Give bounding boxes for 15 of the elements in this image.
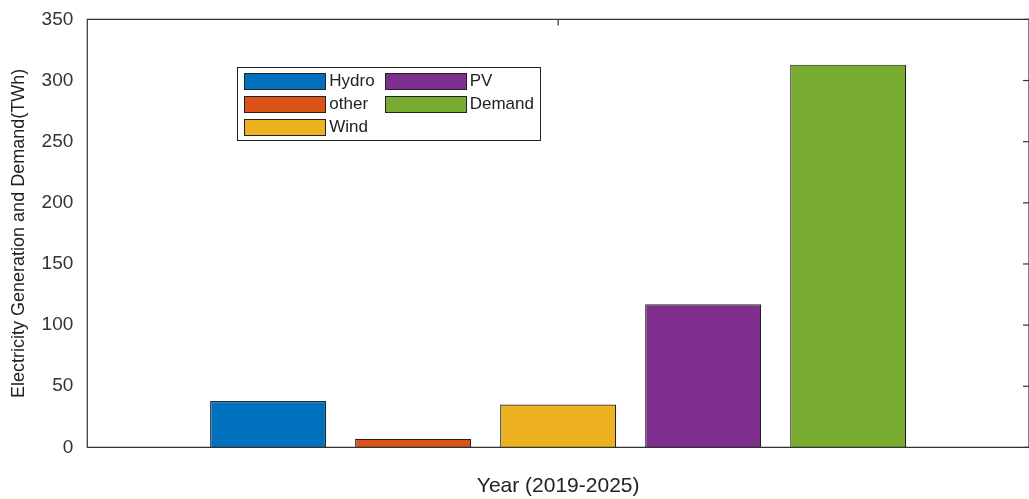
y-axis-title: Electricity Generation and Demand(TWh) <box>7 68 28 398</box>
y-tick-label: 350 <box>41 7 74 29</box>
y-tick-label: 150 <box>41 252 74 274</box>
x-axis-title: Year (2019-2025) <box>476 473 640 497</box>
legend-label: other <box>329 94 369 115</box>
y-tick-label: 250 <box>41 129 74 151</box>
legend-label: PV <box>469 71 493 92</box>
y-tick-label: 0 <box>62 435 74 457</box>
y-tick-label: 300 <box>41 68 74 90</box>
y-tick-label: 200 <box>41 191 74 213</box>
y-tick-label: 50 <box>52 374 74 396</box>
y-tick-label: 100 <box>41 313 74 335</box>
legend-label: Demand <box>469 94 534 115</box>
legend-label: Hydro <box>329 71 375 92</box>
legend-label: Wind <box>329 117 369 138</box>
